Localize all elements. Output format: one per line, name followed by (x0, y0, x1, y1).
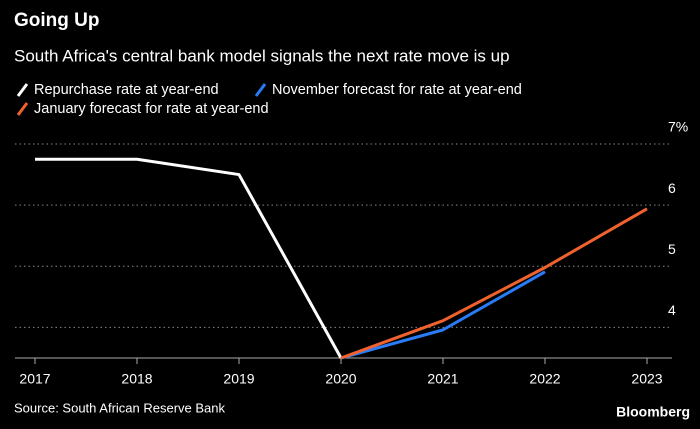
chart-title: Going Up (14, 10, 99, 31)
x-tick-label: 2021 (427, 371, 458, 387)
series-line (340, 270, 546, 360)
chart-subtitle: South Africa's central bank model signal… (14, 46, 510, 65)
y-tick-label: 5 (668, 241, 676, 257)
x-tick-label: 2020 (325, 371, 356, 387)
legend-label: November forecast for rate at year-end (272, 82, 522, 98)
series-line (35, 157, 343, 359)
x-tick-label: 2023 (631, 371, 662, 387)
legend-swatch (16, 83, 29, 97)
x-tick-label: 2018 (121, 371, 152, 387)
y-tick-label: 4 (668, 302, 676, 318)
x-tick-label: 2022 (529, 371, 560, 387)
legend-swatch (254, 83, 267, 97)
x-tick-label: 2019 (223, 371, 254, 387)
legend-swatch (16, 102, 29, 116)
legend-label: January forecast for rate at year-end (34, 101, 269, 117)
legend-label: Repurchase rate at year-end (34, 82, 219, 98)
brand: Bloomberg (616, 404, 690, 420)
y-tick-label: 6 (668, 180, 676, 196)
y-tick-label: 7% (668, 119, 688, 135)
x-tick-label: 2017 (19, 371, 50, 387)
series-line (340, 207, 648, 360)
source: Source: South African Reserve Bank (14, 400, 226, 415)
